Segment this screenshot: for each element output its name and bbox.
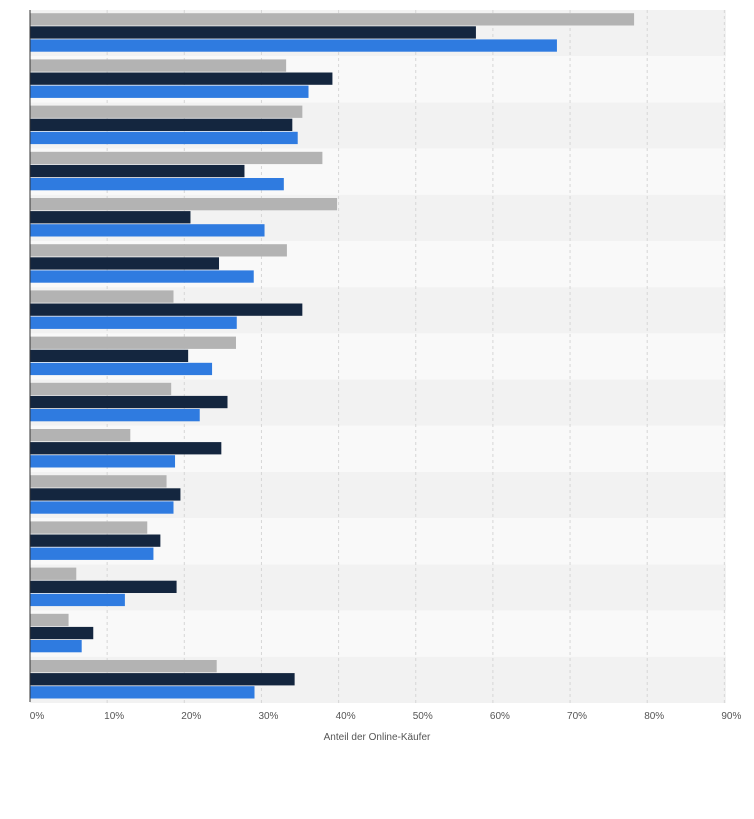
bars — [30, 13, 635, 699]
x-tick-label: 70% — [567, 711, 587, 722]
row-band — [30, 610, 726, 657]
bar — [30, 673, 295, 686]
bar — [30, 534, 161, 547]
bar — [30, 488, 181, 501]
bar — [30, 336, 236, 349]
bar — [30, 13, 635, 26]
bar — [30, 105, 303, 118]
bar — [30, 395, 228, 409]
bar — [30, 270, 254, 283]
bar — [30, 626, 94, 640]
bar — [30, 362, 213, 376]
bar — [30, 593, 125, 607]
bar — [30, 59, 287, 72]
bar — [30, 224, 265, 237]
bar — [30, 547, 154, 560]
bar — [30, 85, 309, 98]
bar — [30, 151, 323, 165]
bar — [30, 26, 476, 39]
bar — [30, 567, 77, 580]
bar — [30, 580, 177, 593]
x-tick-label: 90% — [721, 711, 741, 722]
bar — [30, 198, 338, 211]
bar — [30, 118, 293, 131]
bar — [30, 429, 131, 442]
x-tick-labels: 0% 10% 20% 30% 40% 50% 60% 70% 80% 90% — [30, 711, 742, 722]
bar — [30, 39, 557, 52]
bar — [30, 455, 176, 468]
x-tick-label: 0% — [30, 711, 45, 722]
x-tick-label: 20% — [181, 711, 201, 722]
bar — [30, 349, 189, 362]
bar — [30, 640, 82, 653]
x-tick-label: 30% — [258, 711, 278, 722]
bar — [30, 501, 174, 514]
bar — [30, 660, 217, 673]
bar — [30, 613, 69, 627]
bar — [30, 211, 191, 224]
bar — [30, 382, 172, 396]
x-tick-label: 60% — [490, 711, 510, 722]
x-tick-label: 50% — [413, 711, 433, 722]
bar — [30, 303, 303, 316]
bar — [30, 686, 255, 699]
bar — [30, 178, 284, 191]
bar — [30, 475, 167, 488]
bar — [30, 290, 174, 303]
bar — [30, 244, 287, 257]
bar — [30, 316, 237, 329]
bar — [30, 72, 333, 85]
bar — [30, 521, 148, 534]
x-tick-label: 80% — [644, 711, 664, 722]
bar — [30, 409, 200, 422]
x-axis-title: Anteil der Online-Käufer — [324, 732, 431, 743]
bar — [30, 164, 245, 178]
bar — [30, 442, 222, 455]
bar — [30, 131, 298, 145]
x-tick-label: 40% — [336, 711, 356, 722]
x-tick-label: 10% — [104, 711, 124, 722]
bar — [30, 257, 220, 270]
